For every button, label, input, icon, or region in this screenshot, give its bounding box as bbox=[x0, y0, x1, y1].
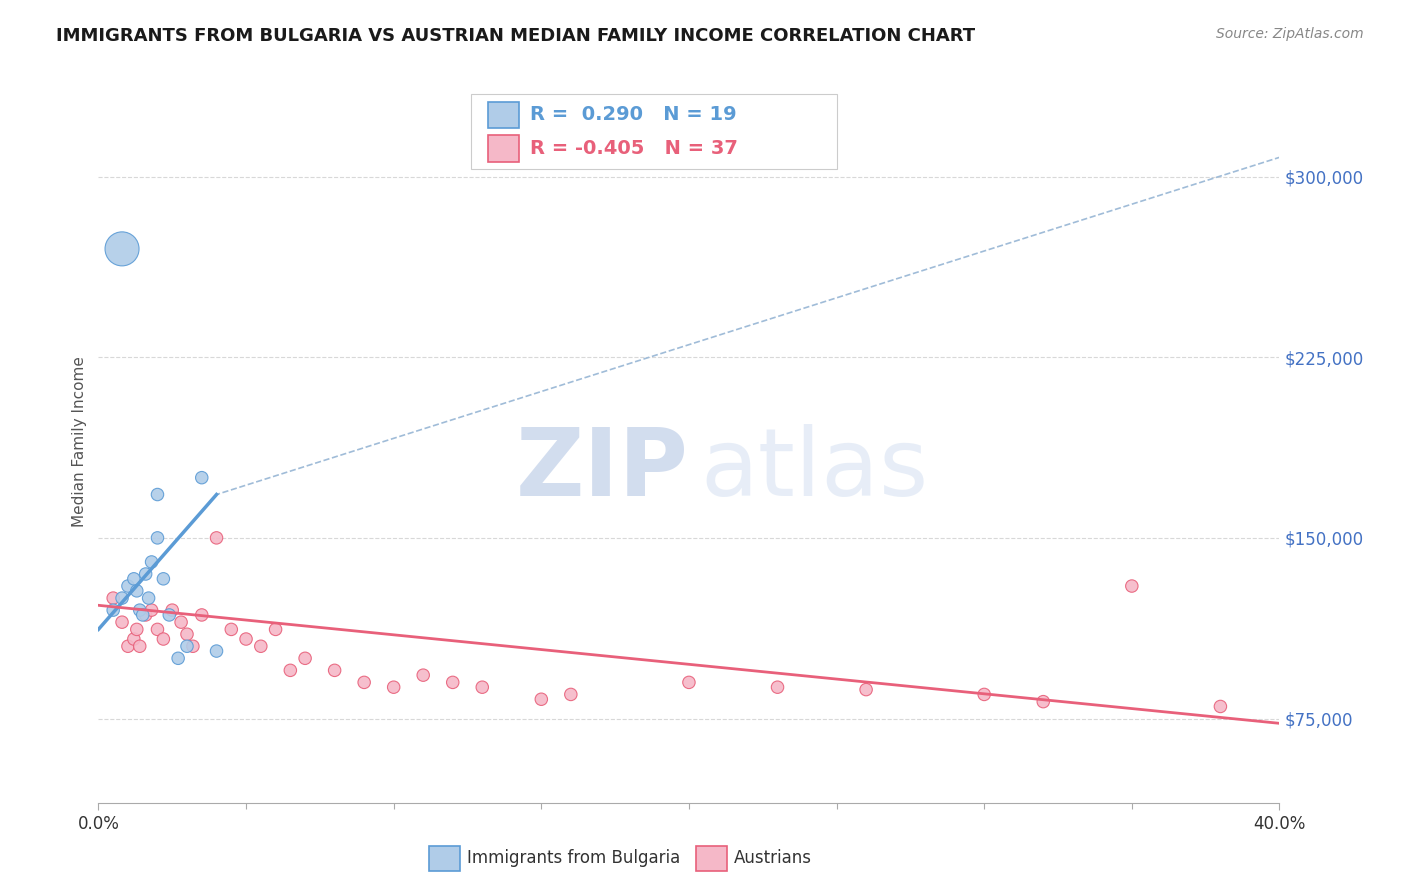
Point bbox=[1209, 699, 1232, 714]
Point bbox=[111, 242, 134, 256]
Text: Source: ZipAtlas.com: Source: ZipAtlas.com bbox=[1216, 27, 1364, 41]
Point bbox=[205, 531, 228, 545]
Point bbox=[125, 583, 148, 598]
Text: Austrians: Austrians bbox=[734, 849, 811, 867]
Point bbox=[117, 639, 139, 653]
Point bbox=[323, 664, 346, 678]
Point bbox=[122, 572, 145, 586]
Point bbox=[111, 615, 134, 630]
Point bbox=[117, 579, 139, 593]
Text: Immigrants from Bulgaria: Immigrants from Bulgaria bbox=[467, 849, 681, 867]
Point bbox=[1121, 579, 1143, 593]
Text: R =  0.290   N = 19: R = 0.290 N = 19 bbox=[530, 105, 737, 124]
Point bbox=[141, 555, 163, 569]
Text: R = -0.405   N = 37: R = -0.405 N = 37 bbox=[530, 139, 738, 158]
Point bbox=[250, 639, 273, 653]
Point bbox=[221, 623, 243, 637]
Point bbox=[122, 632, 145, 646]
Point bbox=[264, 623, 287, 637]
Y-axis label: Median Family Income: Median Family Income bbox=[72, 356, 87, 527]
Point bbox=[135, 607, 157, 622]
Point bbox=[235, 632, 257, 646]
Text: ZIP: ZIP bbox=[516, 425, 689, 516]
Point bbox=[441, 675, 464, 690]
Point bbox=[111, 591, 134, 606]
Point bbox=[280, 664, 302, 678]
Point bbox=[855, 682, 877, 697]
Point bbox=[382, 680, 405, 694]
Point bbox=[103, 591, 125, 606]
Point bbox=[766, 680, 789, 694]
Point bbox=[191, 607, 214, 622]
Point bbox=[191, 471, 214, 485]
Point bbox=[152, 632, 174, 646]
Point bbox=[530, 692, 553, 706]
Point bbox=[353, 675, 375, 690]
Point bbox=[132, 607, 155, 622]
Point bbox=[176, 639, 198, 653]
Point bbox=[141, 603, 163, 617]
Point bbox=[973, 687, 995, 701]
Point bbox=[138, 591, 160, 606]
Point bbox=[162, 603, 183, 617]
Point bbox=[1032, 695, 1054, 709]
Point bbox=[146, 623, 169, 637]
Point bbox=[128, 639, 150, 653]
Point bbox=[146, 531, 169, 545]
Point bbox=[146, 487, 169, 501]
Point bbox=[471, 680, 494, 694]
Point bbox=[103, 603, 125, 617]
Point bbox=[135, 567, 157, 582]
Point bbox=[412, 668, 434, 682]
Point bbox=[176, 627, 198, 641]
Point bbox=[128, 603, 150, 617]
Point bbox=[157, 607, 180, 622]
Text: IMMIGRANTS FROM BULGARIA VS AUSTRIAN MEDIAN FAMILY INCOME CORRELATION CHART: IMMIGRANTS FROM BULGARIA VS AUSTRIAN MED… bbox=[56, 27, 976, 45]
Point bbox=[294, 651, 316, 665]
Point bbox=[167, 651, 190, 665]
Point bbox=[170, 615, 193, 630]
Point bbox=[125, 623, 148, 637]
Point bbox=[678, 675, 700, 690]
Point bbox=[152, 572, 174, 586]
Point bbox=[205, 644, 228, 658]
Point bbox=[181, 639, 204, 653]
Text: atlas: atlas bbox=[700, 425, 929, 516]
Point bbox=[560, 687, 582, 701]
